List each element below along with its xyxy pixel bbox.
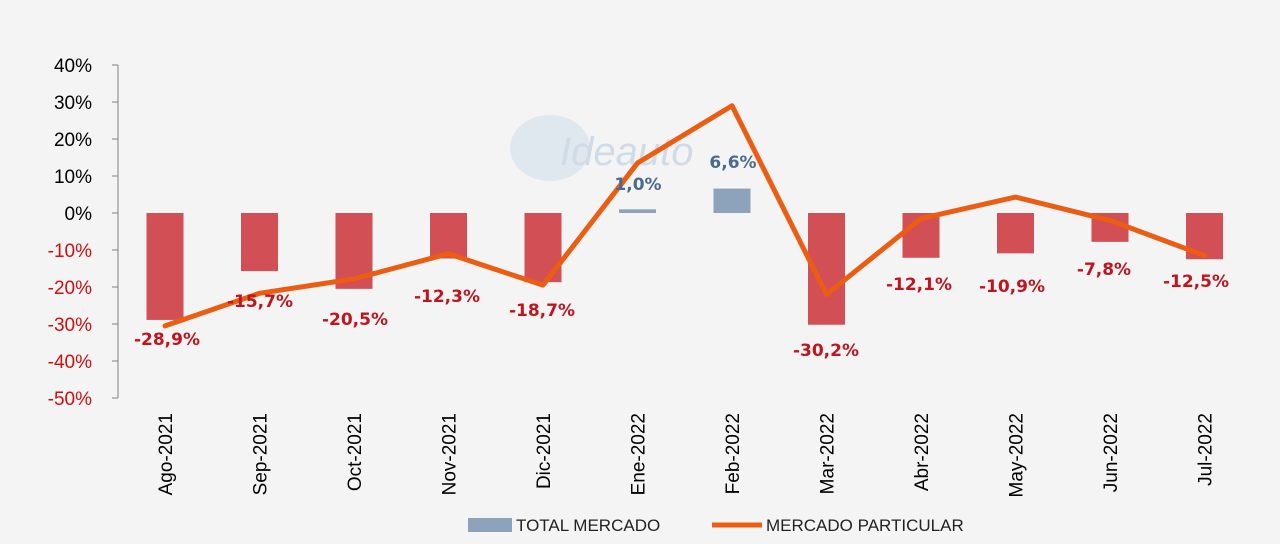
x-tick-label: Jun-2022 [1101,413,1122,492]
y-tick-label: -20% [48,278,92,299]
data-label-total-mercado: 6,6% [709,153,756,173]
x-tick-label: Ene-2022 [629,413,650,495]
axis-layer: 40% 30% 20% 10% 0% -10% -20% -30% -40% -50% Ago-20… [48,56,1217,498]
legend: TOTAL MERCADO MERCADO PARTICULAR [468,516,964,535]
legend-swatch-total [468,518,512,532]
y-tick-label: 20% [54,130,92,151]
data-label-total-mercado: -10,9% [979,277,1045,297]
bar-total-mercado [997,213,1034,254]
data-label-total-mercado: -7,8% [1077,260,1131,280]
data-label-total-mercado: -30,2% [793,341,859,361]
labels-layer: -28,9% -15,7% -20,5% -12,3% -18,7% 1,0% 6,6% -3… [134,153,1229,361]
data-label-total-mercado: -28,9% [134,330,200,350]
bar-total-mercado [619,209,656,213]
y-tick-label: 40% [54,56,92,77]
x-tick-label: Mar-2022 [818,413,839,494]
bar-total-mercado [430,213,467,259]
data-label-total-mercado: -12,3% [414,287,480,307]
x-tick-label: Oct-2021 [345,413,366,491]
watermark-logo: Ideauto [510,115,693,181]
x-tick-label: Nov-2021 [440,413,461,495]
watermark-text: Ideauto [560,130,693,174]
x-tick-label: Abr-2022 [912,413,933,491]
data-label-total-mercado: -12,1% [886,275,952,295]
x-tick-label: Feb-2022 [723,413,744,494]
y-tick-label: -10% [48,241,92,262]
y-tick-label: -50% [48,389,92,410]
bar-total-mercado [146,213,184,320]
x-tick-label: Dic-2021 [534,413,555,489]
legend-label-total: TOTAL MERCADO [516,516,660,535]
data-label-total-mercado: -15,7% [227,292,293,312]
x-tick-label: May-2022 [1007,413,1028,498]
data-label-total-mercado: -20,5% [322,310,388,330]
data-label-total-mercado: 1,0% [614,175,661,195]
bar-total-mercado [241,213,278,272]
line-layer [162,103,1207,329]
x-tick-label: Jul-2022 [1196,413,1217,486]
line-mercado-particular [162,103,1207,329]
y-tick-label: 0% [65,204,93,225]
data-label-total-mercado: -12,5% [1163,272,1229,292]
y-tick-label: -40% [48,352,92,373]
data-label-total-mercado: -18,7% [509,301,575,321]
y-tick-label: 30% [54,93,92,114]
x-tick-label: Sep-2021 [251,413,272,495]
bar-total-mercado [713,188,751,213]
x-tick-label: Ago-2021 [156,413,177,495]
y-tick-label: 10% [54,167,92,188]
legend-label-particular: MERCADO PARTICULAR [766,516,964,535]
y-tick-label: -30% [48,315,92,336]
